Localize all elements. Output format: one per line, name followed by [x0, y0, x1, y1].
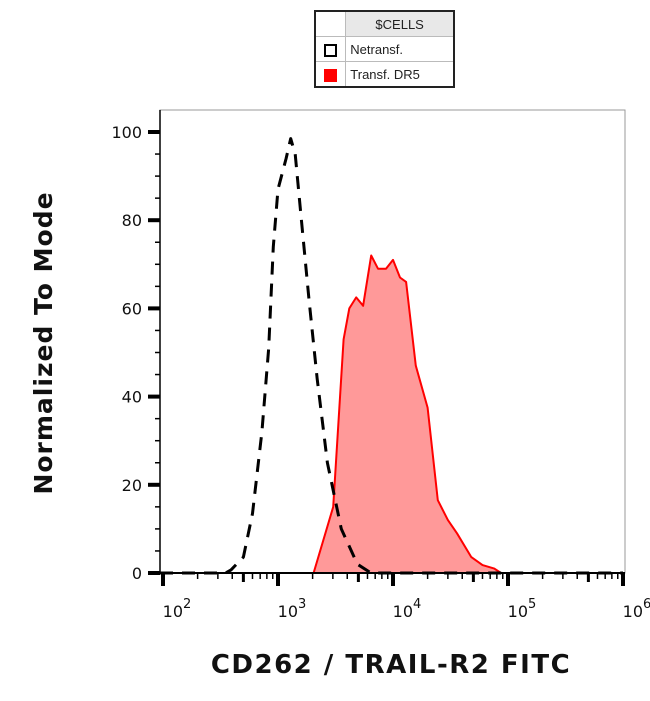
series-fill-transf — [176, 255, 612, 573]
y-tick-label: 100 — [111, 123, 142, 142]
legend-swatch-outline — [324, 43, 338, 57]
y-tick-label: 0 — [132, 564, 142, 583]
x-tick-label: 105 — [508, 597, 537, 621]
legend-swatch-red — [324, 68, 338, 82]
legend-label: Transf. DR5 — [345, 61, 455, 88]
legend-entry-transf: Transf. DR5 — [314, 61, 455, 88]
y-tick-label: 60 — [122, 299, 142, 318]
legend: $CELLS Netransf. Transf. DR5 — [314, 10, 455, 88]
series-line-transf — [176, 254, 612, 574]
x-tick-label: 104 — [393, 597, 422, 621]
y-tick-label: 40 — [122, 388, 142, 407]
series-line-netransf — [160, 137, 623, 575]
x-tick-label: 102 — [163, 597, 192, 621]
y-axis-title: Normalized To Mode — [29, 191, 58, 494]
y-tick-label: 80 — [122, 211, 142, 230]
y-tick-label: 20 — [122, 476, 142, 495]
x-tick-label: 103 — [278, 597, 307, 621]
legend-label: Netransf. — [345, 36, 455, 62]
legend-header: $CELLS — [345, 10, 455, 37]
x-tick-label: 106 — [623, 597, 650, 621]
legend-entry-netransf: Netransf. — [314, 36, 455, 62]
x-axis-title: CD262 / TRAIL-R2 FITC — [211, 650, 571, 680]
